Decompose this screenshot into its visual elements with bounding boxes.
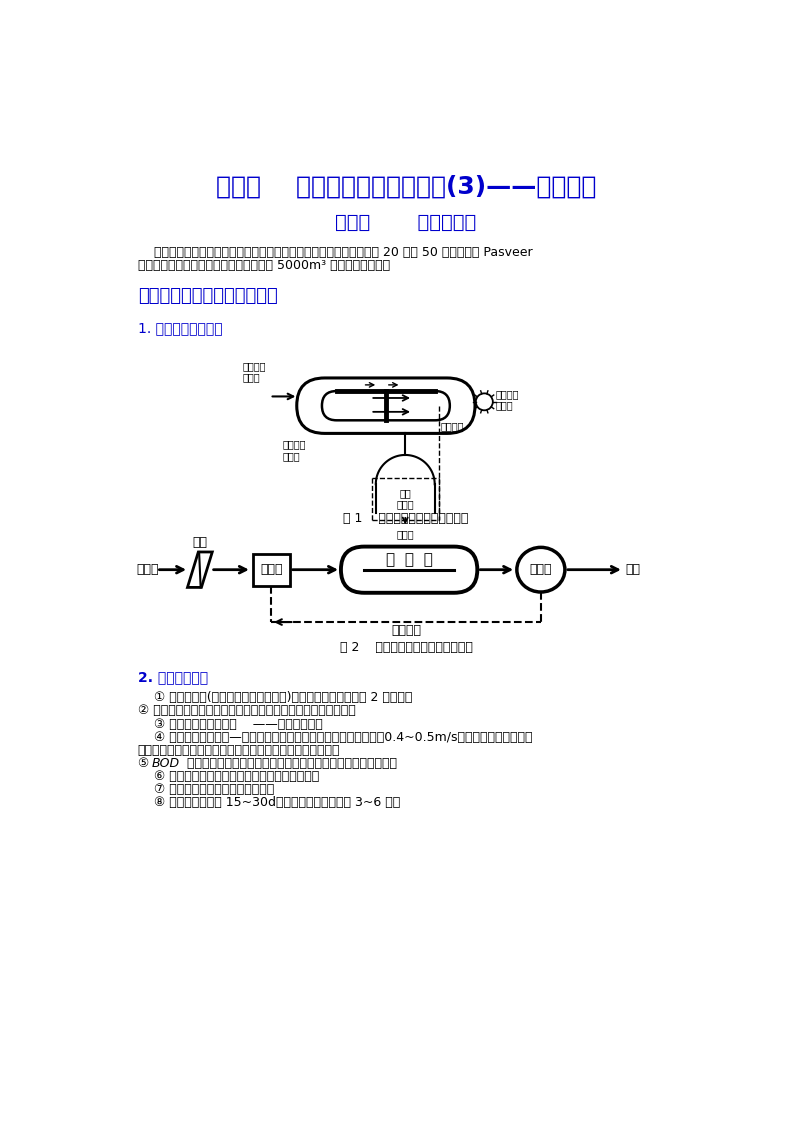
Text: 1. 氧化沟的工艺流程: 1. 氧化沟的工艺流程 — [138, 321, 223, 335]
Text: 竖轴表面
曝气器: 竖轴表面 曝气器 — [495, 388, 519, 411]
Text: 低压污泥: 低压污泥 — [441, 421, 465, 431]
Text: 2. 氧化沟的特征: 2. 氧化沟的特征 — [138, 670, 208, 683]
Text: ⑤: ⑤ — [138, 757, 153, 770]
Text: ② 曝气装置多采用表面机械曝气器，竖轴、横轴曝气器都可以；: ② 曝气装置多采用表面机械曝气器，竖轴、横轴曝气器都可以； — [138, 705, 355, 717]
Text: 二次
沉淀池: 二次 沉淀池 — [396, 488, 414, 509]
Text: ④ 氧化沟呈完全混合—推流式；沟内的混合液呈推流式快速流动（0.4~0.5m/s），由于流速高，原废: ④ 氧化沟呈完全混合—推流式；沟内的混合液呈推流式快速流动（0.4~0.5m/s… — [138, 730, 532, 744]
Text: ⑧ 污泥龄长，可达 15~30d，为传统活性污泥法的 3~6 倍；: ⑧ 污泥龄长，可达 15~30d，为传统活性污泥法的 3~6 倍； — [138, 797, 400, 809]
Text: 格栅: 格栅 — [193, 536, 208, 549]
Text: 体排水: 体排水 — [396, 528, 414, 539]
Text: 第五章    废水好氧生物处理工艺(3)——其它工艺: 第五章 废水好氧生物处理工艺(3)——其它工艺 — [216, 175, 596, 199]
Text: 废水来自
预处理: 废水来自 预处理 — [243, 361, 266, 383]
Text: 氧化沟也称氧化渠，又称循环曝气池，是活性污泥法的一种变形；是 20 世纪 50 年代荷兰的 Pasveer: 氧化沟也称氧化渠，又称循环曝气池，是活性污泥法的一种变形；是 20 世纪 50 … — [138, 247, 533, 259]
Text: 出水: 出水 — [626, 563, 641, 577]
Text: 原废水: 原废水 — [136, 563, 159, 577]
Text: ⑦ 污泥产率低，剩余污泥产量少；: ⑦ 污泥产率低，剩余污泥产量少； — [138, 783, 274, 795]
Text: 横轴转刷
曝气器: 横轴转刷 曝气器 — [283, 440, 306, 461]
Text: 图 1    氧化沟及氧化沟系统平面图: 图 1 氧化沟及氧化沟系统平面图 — [343, 512, 469, 525]
Text: ③ 进、出水装置简单；    ——构造上的特征: ③ 进、出水装置简单； ——构造上的特征 — [138, 718, 323, 730]
Text: 氧  化  沟: 氧 化 沟 — [385, 552, 432, 568]
Text: 首先设计的；最初一般用于日处理水量在 5000m³ 以下的城市污水。: 首先设计的；最初一般用于日处理水量在 5000m³ 以下的城市污水。 — [138, 259, 390, 273]
Text: 水很快就与沟内混合液相混合，因此氧化沟又是完全混合的；: 水很快就与沟内混合液相混合，因此氧化沟又是完全混合的； — [138, 744, 340, 756]
Text: ① 池体狭长，(可达数十米甚至上百米)；池深度较浅，一般在 2 米左右；: ① 池体狭长，(可达数十米甚至上百米)；池深度较浅，一般在 2 米左右； — [138, 691, 412, 705]
Text: 沉砂池: 沉砂池 — [260, 563, 282, 577]
Text: 负荷低，类似于活性污泥法的延时曝气法，处理出水水质良好；: 负荷低，类似于活性污泥法的延时曝气法，处理出水水质良好； — [183, 757, 396, 770]
Text: 回流污泥: 回流污泥 — [391, 624, 421, 637]
Text: BOD: BOD — [151, 757, 180, 770]
Text: 二沉池: 二沉池 — [530, 563, 552, 577]
Text: ⑥ 对水温、水质和水量的变动有较强的适应性；: ⑥ 对水温、水质和水量的变动有较强的适应性； — [138, 770, 319, 783]
Text: 一、氧化沟的工作原理与特征: 一、氧化沟的工作原理与特征 — [138, 287, 278, 305]
Text: 图 2    以氧化沟为主的废水处理流程: 图 2 以氧化沟为主的废水处理流程 — [339, 642, 473, 654]
Text: 第一节       氧化沟工艺: 第一节 氧化沟工艺 — [335, 213, 477, 232]
